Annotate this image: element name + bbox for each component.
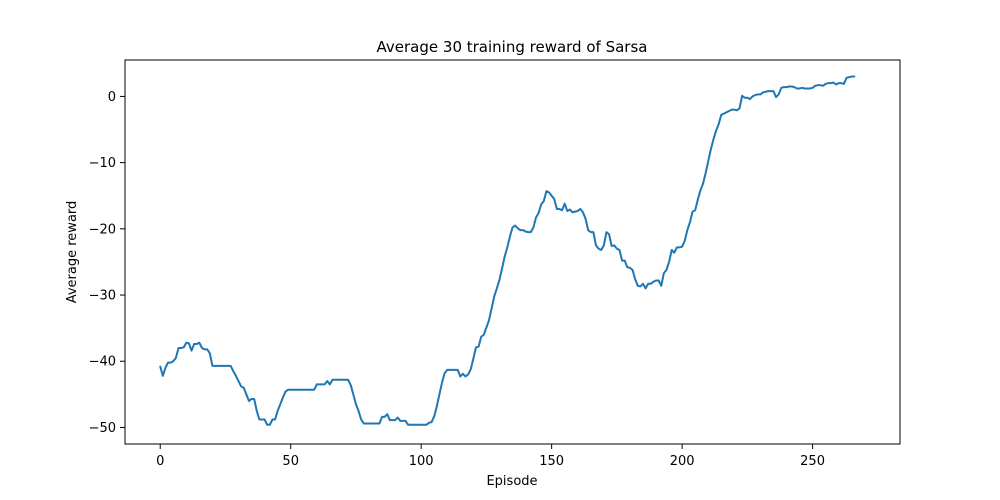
y-tick-label: 0: [108, 90, 116, 105]
x-tick-label: 250: [800, 454, 825, 469]
chart-title: Average 30 training reward of Sarsa: [377, 38, 648, 56]
x-tick-label: 100: [409, 454, 434, 469]
x-axis-title: Episode: [486, 474, 537, 489]
y-tick-label: −30: [89, 289, 116, 304]
x-tick-label: 50: [282, 454, 299, 469]
series-layer: [159, 75, 856, 426]
y-axis-title: Average reward: [65, 201, 80, 304]
y-axis: −50 −40 −30 −20 −10 0: [89, 90, 125, 436]
plot-frame: [124, 59, 901, 445]
x-axis: 0 50 100 150 200 250: [156, 444, 825, 469]
x-tick-label: 150: [539, 454, 564, 469]
y-tick-label: −40: [89, 355, 116, 370]
x-tick-label: 0: [156, 454, 164, 469]
x-tick-label: 200: [670, 454, 695, 469]
y-tick-label: −50: [89, 421, 116, 436]
y-tick-label: −20: [89, 222, 116, 237]
y-tick-label: −10: [89, 156, 116, 171]
series-line: [159, 75, 856, 426]
